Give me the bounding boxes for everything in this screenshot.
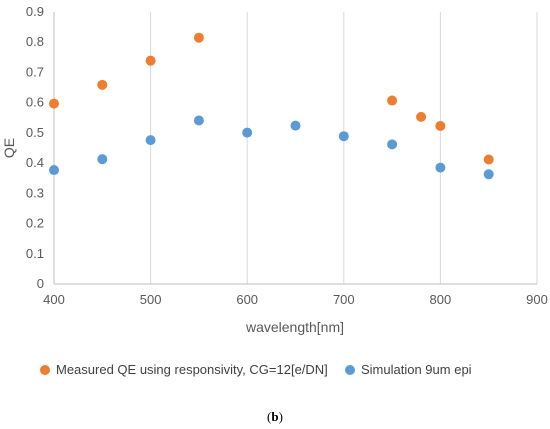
simulation-point: [338, 131, 349, 142]
x-tick-label: 900: [526, 292, 548, 307]
legend-label-simulation: Simulation 9um epi: [361, 362, 472, 377]
simulation-point: [49, 165, 59, 176]
measured-qe-point: [49, 98, 59, 109]
x-tick-label: 400: [43, 292, 65, 307]
measured-qe-point: [97, 79, 108, 90]
simulation-point: [193, 115, 204, 126]
simulation-point: [242, 127, 253, 138]
legend: Measured QE using responsivity, CG=12[e/…: [40, 362, 520, 384]
y-tick-label: 0.4: [26, 155, 44, 170]
measured-qe-point: [483, 154, 494, 165]
data-points: [49, 32, 494, 180]
figure-caption: (b): [267, 409, 283, 424]
tick-labels: 400 500 600 700 800 900 0 0.1 0.2 0.3 0.4 0.5 0.6 0.7…: [26, 4, 548, 307]
x-tick-label: 700: [333, 292, 355, 307]
legend-item-simulation: Simulation 9um epi: [345, 362, 472, 377]
y-tick-label: 0.9: [26, 4, 44, 19]
simulation-point: [97, 154, 108, 165]
y-tick-label: 0: [37, 276, 44, 291]
simulation-point: [387, 139, 398, 150]
y-tick-label: 0.2: [26, 216, 44, 231]
axes: [53, 12, 537, 285]
y-tick-label: 0.5: [26, 125, 44, 140]
simulation-point: [483, 169, 494, 180]
gridlines: [150, 12, 538, 284]
simulation-point: [145, 135, 156, 146]
y-tick-label: 0.7: [26, 64, 44, 79]
legend-marker-measured: [40, 364, 50, 375]
y-tick-label: 0.1: [26, 246, 44, 261]
y-axis-title: QE: [1, 138, 17, 158]
y-tick-label: 0.6: [26, 95, 44, 110]
legend-item-measured: Measured QE using responsivity, CG=12[e/…: [40, 362, 328, 377]
legend-marker-simulation: [345, 364, 355, 375]
measured-qe-point: [416, 111, 427, 122]
y-tick-label: 0.3: [26, 185, 44, 200]
measured-qe-point: [145, 55, 156, 66]
y-tick-label: 0.8: [26, 34, 44, 49]
measured-qe-point: [387, 95, 398, 106]
x-tick-label: 600: [236, 292, 258, 307]
legend-label-measured: Measured QE using responsivity, CG=12[e/…: [56, 362, 328, 377]
simulation-point: [290, 120, 301, 131]
x-axis-title: wavelength[nm]: [245, 319, 344, 335]
measured-qe-point: [193, 32, 204, 43]
qe-scatter-chart: 400 500 600 700 800 900 0 0.1 0.2 0.3 0.4 0.5 0.6 0.7…: [1, 4, 548, 335]
measured-qe-point: [435, 120, 446, 131]
simulation-point: [435, 162, 446, 173]
x-tick-label: 500: [140, 292, 162, 307]
x-tick-label: 800: [430, 292, 452, 307]
